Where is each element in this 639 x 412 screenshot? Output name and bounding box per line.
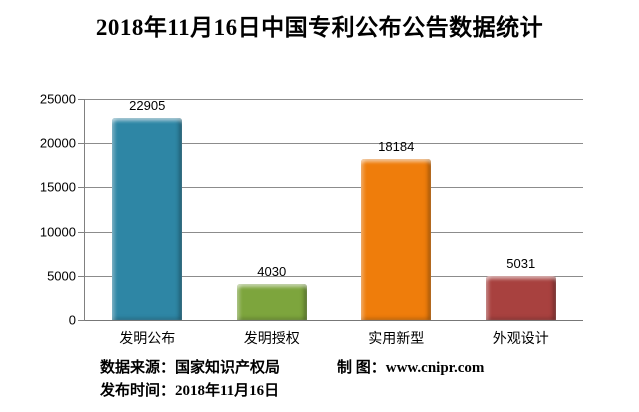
gridline bbox=[85, 231, 583, 233]
y-axis-tick-label: 25000 bbox=[39, 91, 76, 107]
category-label: 发明公布 bbox=[119, 330, 176, 346]
bar-发明公布[interactable] bbox=[112, 118, 183, 320]
bar-value-label: 22905 bbox=[129, 98, 166, 113]
gridline bbox=[85, 99, 583, 100]
bar-value-label: 4030 bbox=[257, 264, 287, 279]
bar-发明授权[interactable] bbox=[236, 284, 307, 320]
bar-slot: 4030 发明授权 bbox=[210, 99, 335, 346]
y-axis-tick-label: 5000 bbox=[47, 268, 76, 284]
y-axis-tick-label: 20000 bbox=[39, 135, 76, 151]
data-source-label: 数据来源：国家知识产权局 bbox=[100, 360, 281, 376]
bar-slot: 22905 发明公布 bbox=[85, 98, 210, 346]
category-label: 发明授权 bbox=[243, 330, 300, 346]
y-axis-tick-label: 0 bbox=[68, 312, 76, 328]
gridline bbox=[85, 275, 583, 277]
bar-value-label: 5031 bbox=[506, 256, 536, 271]
publish-date-label: 发布时间：2018年11月16日 bbox=[100, 383, 280, 399]
y-axis-tick-mark bbox=[78, 187, 85, 189]
y-axis-tick-mark bbox=[78, 231, 85, 233]
y-axis-tick-label: 10000 bbox=[39, 224, 76, 240]
bar-slot: 18184 实用新型 bbox=[334, 99, 459, 346]
y-axis-tick-labels: 0 5000 10000 15000 20000 25000 bbox=[0, 92, 76, 328]
y-axis-tick-mark bbox=[78, 275, 85, 277]
y-axis-tick-mark bbox=[78, 99, 85, 100]
y-axis-tick-mark bbox=[78, 143, 85, 145]
category-label: 外观设计 bbox=[492, 330, 549, 346]
chart-credit-label: 制 图：www.cnipr.com bbox=[337, 360, 485, 376]
category-label: 实用新型 bbox=[368, 330, 425, 346]
bar-外观设计[interactable] bbox=[485, 276, 556, 320]
y-axis-tick-mark bbox=[78, 320, 85, 321]
y-axis-tick-label: 15000 bbox=[39, 179, 76, 195]
bar-slot: 5031 外观设计 bbox=[459, 99, 584, 346]
bar-实用新型[interactable] bbox=[361, 159, 432, 320]
gridline bbox=[85, 187, 583, 189]
bar-value-label: 18184 bbox=[378, 139, 415, 154]
chart-title: 2018年11月16日中国专利公布公告数据统计 bbox=[95, 15, 544, 40]
plot-area: 22905 发明公布 4030 发明授权 18184 实用新型 5031 外观设计 bbox=[78, 98, 584, 346]
gridline bbox=[85, 143, 583, 145]
